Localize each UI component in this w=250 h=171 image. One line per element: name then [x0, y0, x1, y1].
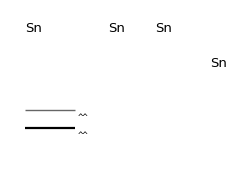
Text: Sn: Sn [209, 57, 226, 70]
Text: Sn: Sn [108, 22, 124, 35]
Text: ^^: ^^ [78, 131, 88, 140]
Text: Sn: Sn [154, 22, 171, 35]
Text: ^^: ^^ [78, 113, 88, 122]
Text: Sn: Sn [25, 22, 42, 35]
